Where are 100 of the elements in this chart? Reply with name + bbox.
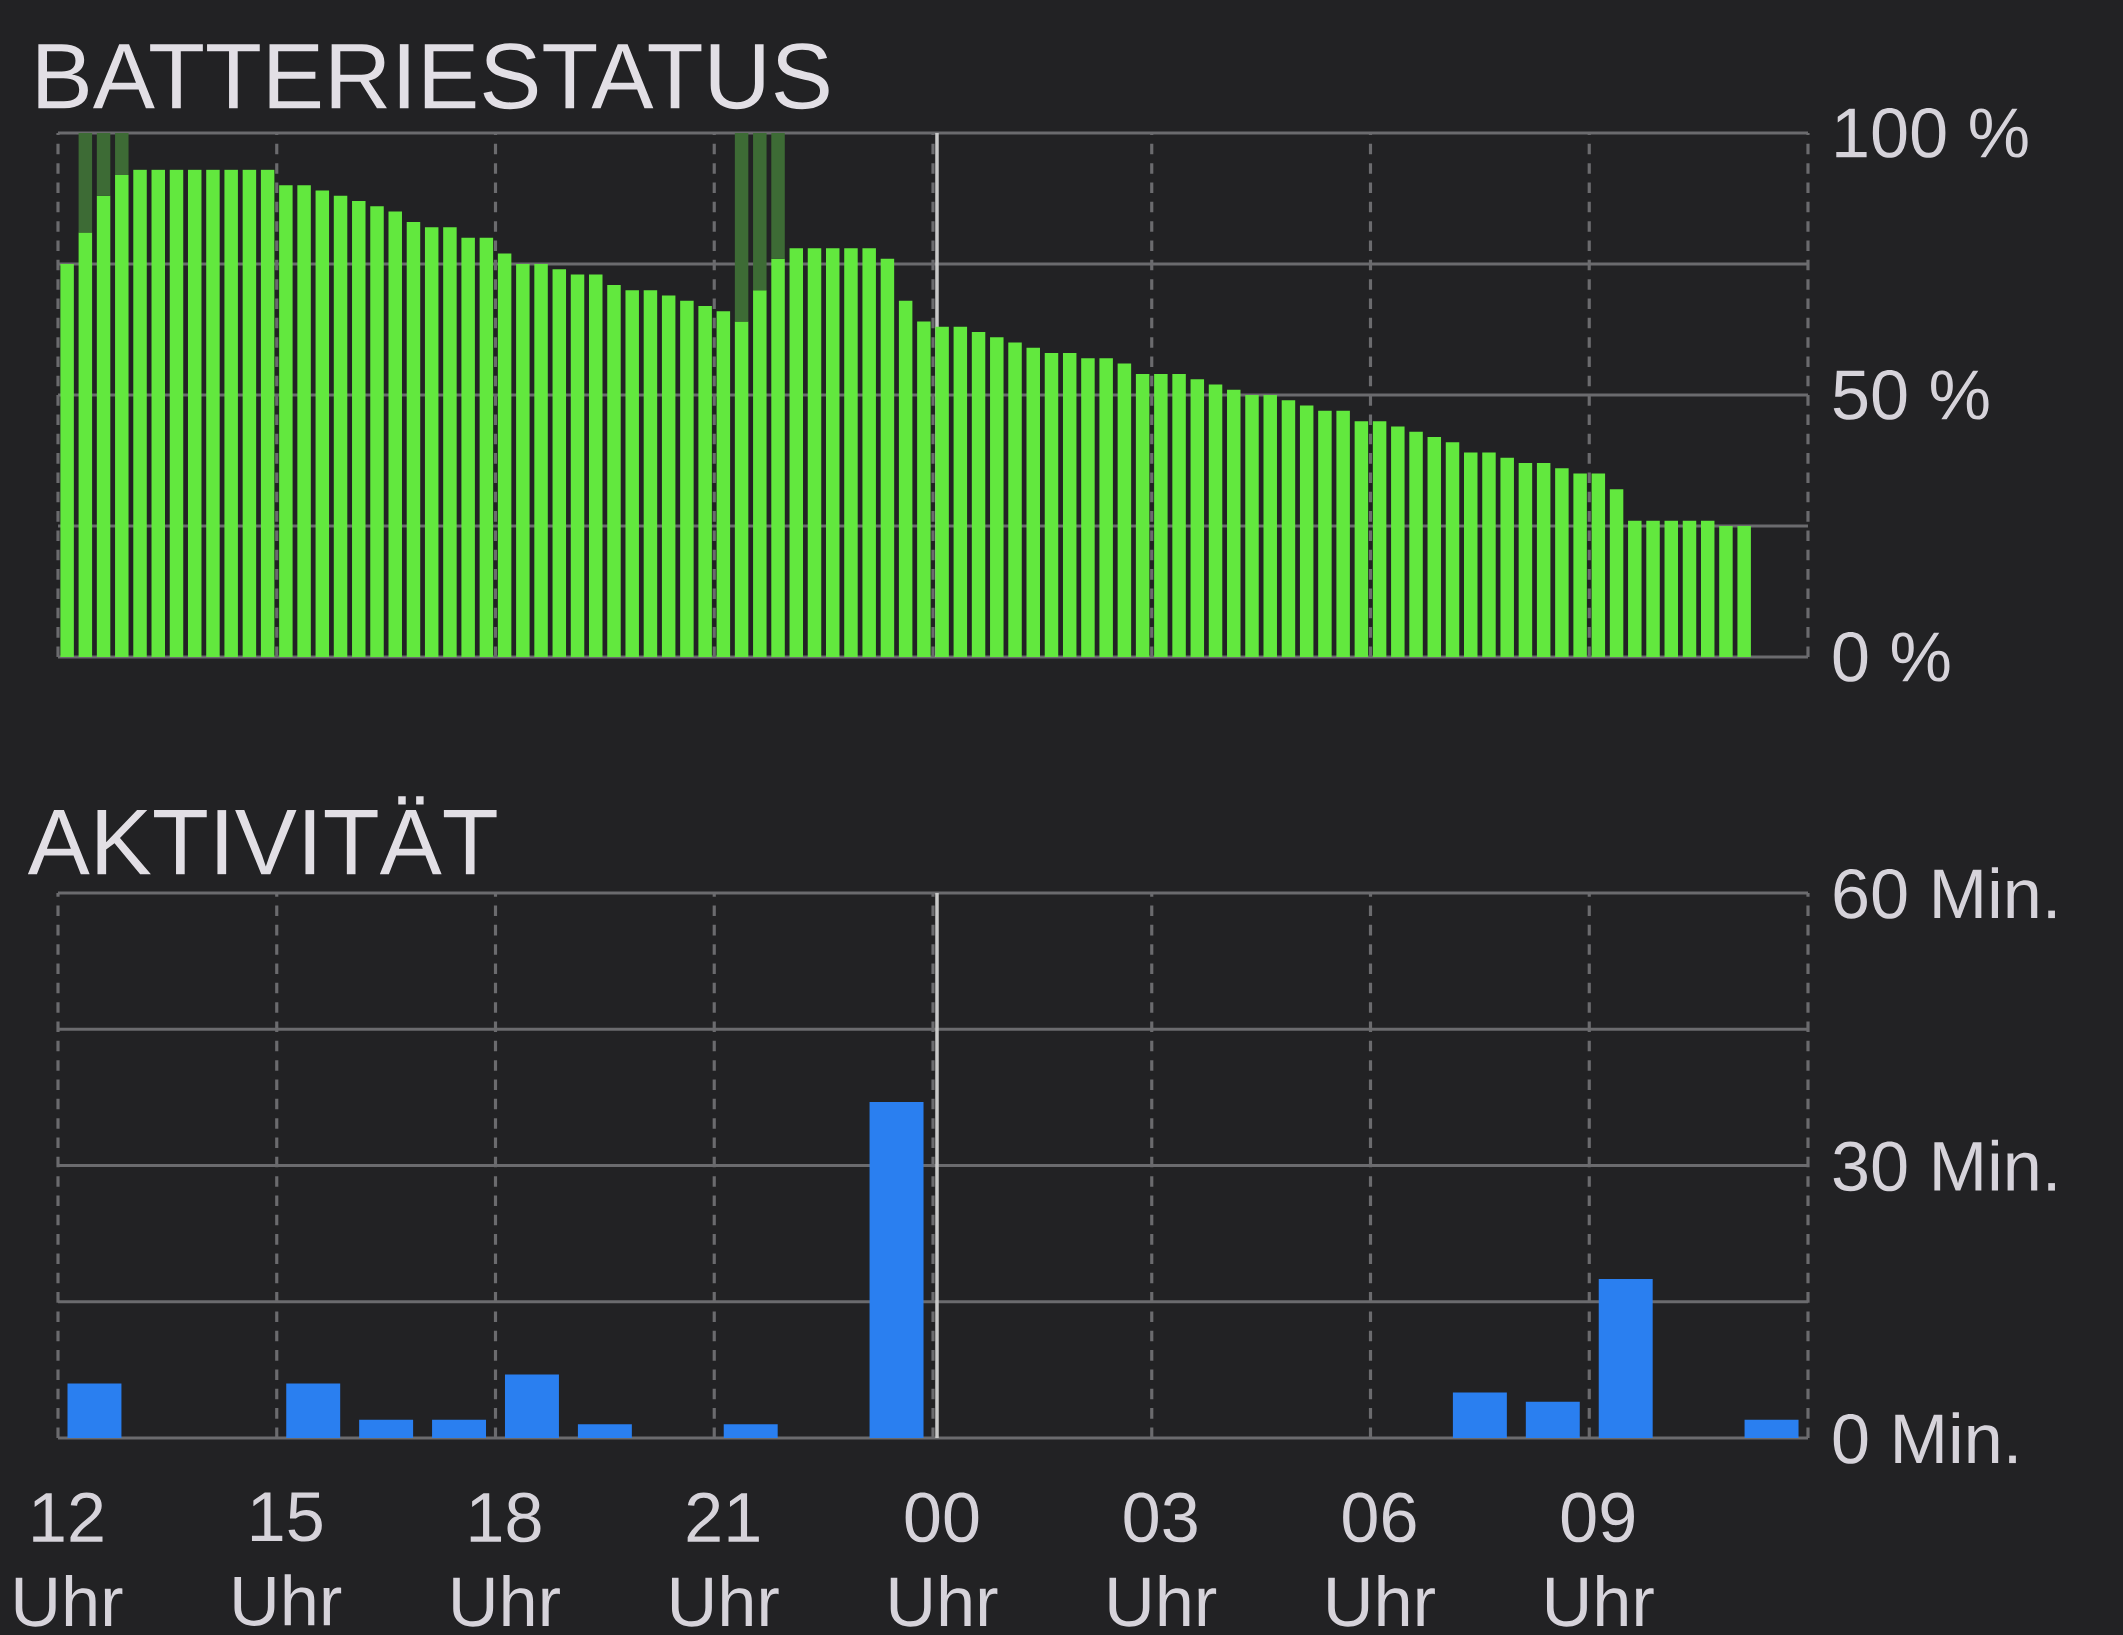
bar [504, 1374, 559, 1438]
x-tick-label: 18 Uhr [453, 1492, 560, 1627]
bar [1409, 431, 1423, 657]
bar [432, 1419, 487, 1438]
bar [880, 258, 895, 657]
bar [789, 248, 804, 657]
x-tick-label: 12 Uhr [15, 1492, 123, 1627]
bar [333, 195, 348, 657]
bar [187, 169, 202, 657]
bar [1536, 463, 1551, 657]
bar [577, 1424, 632, 1438]
bar [497, 253, 512, 657]
bar [990, 337, 1004, 657]
bar [753, 132, 767, 291]
bar [286, 1383, 341, 1438]
bar [224, 169, 238, 657]
bar [359, 1419, 414, 1438]
bar [734, 132, 749, 322]
bar [260, 169, 275, 657]
x-tick-label: 21 Uhr [671, 1492, 779, 1627]
bar [96, 195, 111, 657]
bar [352, 201, 366, 657]
bar [771, 258, 785, 657]
bar [1555, 468, 1569, 657]
bar [1245, 394, 1259, 657]
bar [1208, 384, 1223, 657]
x-tick-label: 15 Uhr [234, 1492, 342, 1626]
bar [133, 169, 147, 657]
bar [589, 274, 603, 657]
bar [552, 269, 567, 657]
bar [1445, 442, 1460, 657]
bar [1737, 525, 1751, 657]
bar [169, 169, 184, 657]
bar [771, 132, 785, 259]
bar [1452, 1392, 1507, 1438]
bar [1525, 1401, 1580, 1438]
y-tick-label: 0 % [1833, 632, 1950, 682]
bar [1700, 520, 1715, 657]
y-tick-label: 30 Min. [1833, 1139, 2055, 1192]
y-tick-label: 50 % [1833, 370, 1989, 420]
bar [723, 1424, 778, 1438]
bar [1008, 342, 1022, 657]
bar [917, 321, 931, 657]
bar [1609, 489, 1624, 657]
bar [78, 132, 93, 233]
bar [1354, 421, 1369, 657]
bar [1299, 405, 1314, 657]
bar [67, 1383, 122, 1438]
bar [151, 169, 166, 657]
bar [1573, 473, 1587, 657]
x-tick-label: 00 Uhr [890, 1492, 998, 1627]
bar [1190, 379, 1205, 657]
bar [607, 284, 621, 657]
chart-title: AKTIVITÄT [27, 796, 497, 875]
bar [388, 211, 402, 657]
bar [1318, 410, 1332, 657]
bar [1518, 463, 1533, 657]
bar [953, 326, 968, 657]
bar [1719, 525, 1733, 657]
bar [1427, 436, 1442, 657]
chart-title: BATTERIESTATUS [38, 43, 829, 110]
bar [935, 326, 949, 657]
bar [1081, 358, 1095, 657]
bar [1227, 389, 1241, 657]
bar [1135, 374, 1150, 657]
bar [1682, 520, 1697, 657]
bar [1026, 347, 1040, 657]
x-tick-label: 09 Uhr [1546, 1492, 1654, 1627]
bar [869, 1101, 924, 1438]
bar [680, 300, 694, 657]
bar [1482, 452, 1496, 657]
bar [1172, 374, 1186, 657]
bar [78, 232, 93, 657]
bar [279, 185, 293, 657]
bar [898, 300, 913, 657]
bar [971, 332, 986, 657]
bar [115, 132, 129, 175]
bar [1062, 353, 1077, 657]
bar [1500, 457, 1514, 657]
bar [1391, 426, 1405, 657]
bar [370, 206, 384, 657]
y-tick-label: 100 % [1836, 108, 2028, 158]
bar [1117, 363, 1132, 657]
bar [1664, 520, 1679, 657]
bar [479, 237, 494, 657]
bar [206, 169, 220, 657]
bar [115, 174, 129, 657]
bar [1464, 452, 1478, 657]
bar [643, 290, 658, 657]
bar [297, 185, 311, 657]
bar [315, 190, 330, 657]
bar [461, 237, 475, 657]
bar [1646, 520, 1660, 657]
bar [1372, 421, 1387, 657]
bar [242, 169, 257, 657]
x-tick-label: 03 Uhr [1109, 1492, 1217, 1627]
bar [1281, 400, 1296, 657]
bar [60, 263, 74, 657]
y-tick-label: 60 Min. [1834, 867, 2055, 919]
bar [406, 222, 421, 657]
